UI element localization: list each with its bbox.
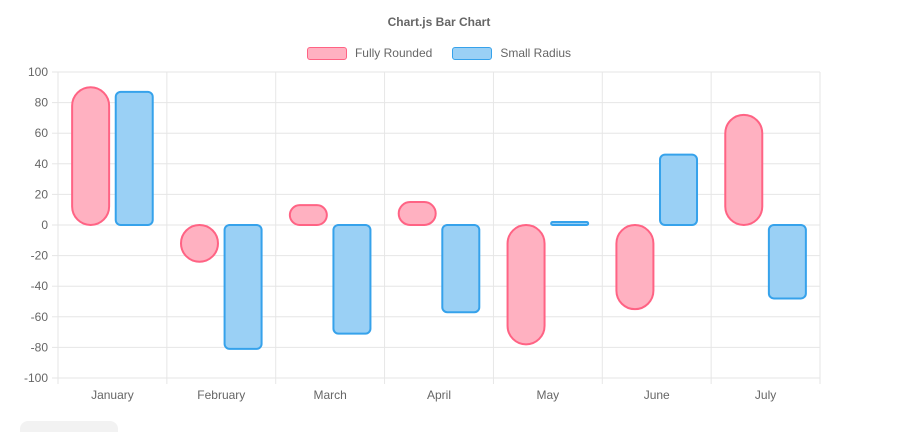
bar-fully-rounded-july[interactable] xyxy=(724,113,764,226)
bar-small-radius-june[interactable] xyxy=(659,153,699,226)
bar-small-radius-march[interactable] xyxy=(332,224,372,335)
bar-small-radius-may[interactable] xyxy=(550,220,590,227)
y-tick-label: -100 xyxy=(24,371,48,385)
legend: Fully Rounded Small Radius xyxy=(58,47,820,60)
bar-fully-rounded-april[interactable] xyxy=(397,201,437,227)
y-tick-label: -20 xyxy=(31,249,49,263)
bar-small-radius-april[interactable] xyxy=(441,224,481,314)
bar-fully-rounded-february[interactable] xyxy=(179,224,219,263)
y-tick-label: 40 xyxy=(35,157,49,171)
y-tick-label: 60 xyxy=(35,126,49,140)
x-tick-label: January xyxy=(91,388,134,402)
y-tick-label: 20 xyxy=(35,187,49,201)
legend-item-small-radius[interactable]: Small Radius xyxy=(452,47,571,60)
legend-label: Fully Rounded xyxy=(354,46,433,60)
legend-swatch-fully-rounded xyxy=(306,47,347,60)
bar-fully-rounded-may[interactable] xyxy=(506,224,546,346)
chart-title: Chart.js Bar Chart xyxy=(387,15,491,29)
x-tick-label: April xyxy=(427,388,451,402)
x-tick-label: May xyxy=(537,388,560,402)
y-tick-label: 0 xyxy=(41,218,48,232)
bar-small-radius-february[interactable] xyxy=(223,224,263,350)
bar-small-radius-january[interactable] xyxy=(114,90,154,226)
bar-fully-rounded-january[interactable] xyxy=(71,86,111,226)
x-tick-label: June xyxy=(644,388,670,402)
x-tick-label: February xyxy=(197,388,245,402)
legend-label: Small Radius xyxy=(500,46,572,60)
x-tick-label: July xyxy=(755,388,776,402)
y-tick-label: -40 xyxy=(31,279,49,293)
bar-small-radius-july[interactable] xyxy=(767,224,807,300)
y-tick-label: 100 xyxy=(28,65,48,79)
y-tick-label: -80 xyxy=(31,340,49,354)
bar-fully-rounded-march[interactable] xyxy=(288,204,328,226)
x-tick-label: March xyxy=(313,388,346,402)
y-tick-label: -60 xyxy=(31,310,49,324)
bar-fully-rounded-june[interactable] xyxy=(615,224,655,311)
y-tick-label: 80 xyxy=(35,96,49,110)
legend-swatch-small-radius xyxy=(452,47,493,60)
legend-item-fully-rounded[interactable]: Fully Rounded xyxy=(306,46,433,60)
partial-button-cutoff[interactable] xyxy=(20,421,118,432)
